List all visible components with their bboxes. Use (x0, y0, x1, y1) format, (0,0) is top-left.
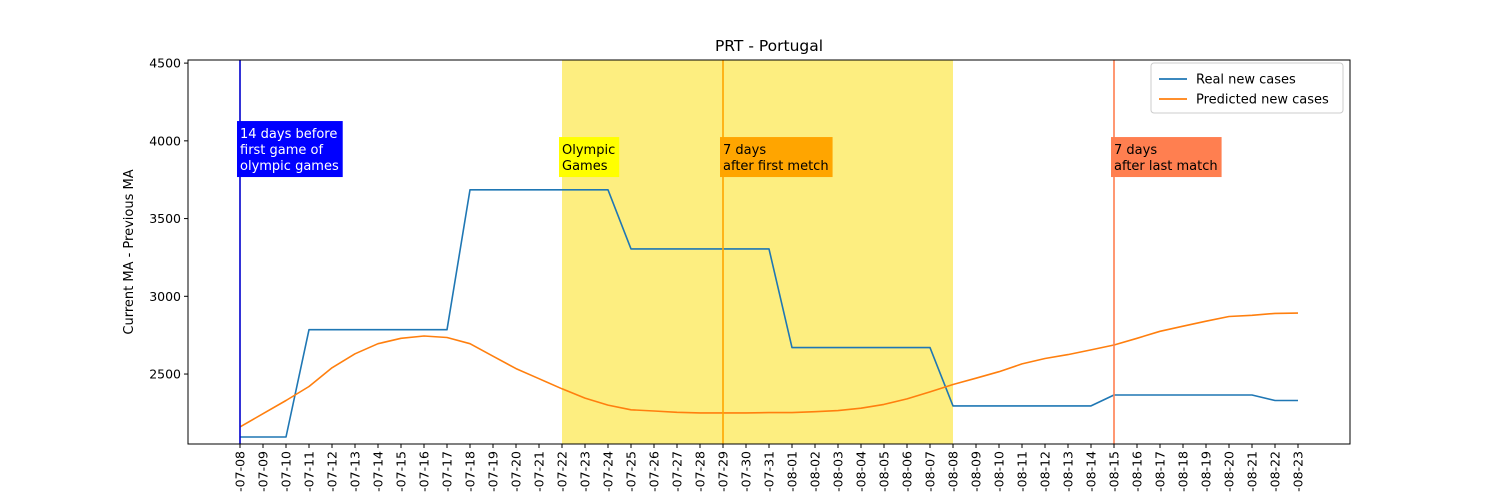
x-tick-label: -07-27 (670, 451, 685, 492)
annotation-text: 14 days before (240, 127, 337, 142)
x-tick-label: -08-20 (1222, 451, 1237, 492)
legend-frame (1150, 62, 1344, 114)
legend: Real new cases Predicted new cases (1150, 62, 1344, 114)
x-tick-label: -07-30 (739, 451, 754, 492)
x-tick-label: -08-07 (923, 451, 938, 492)
x-tick-label: -07-15 (394, 451, 409, 492)
x-tick-label: -08-23 (1291, 451, 1306, 492)
x-tick-label: -07-21 (532, 451, 547, 492)
x-tick-label: -07-17 (440, 451, 455, 492)
annotation-background (1111, 137, 1222, 178)
y-tick-label: 3500 (149, 211, 181, 226)
x-tick-label: -08-12 (1038, 451, 1053, 492)
x-tick-label: -08-11 (1015, 451, 1030, 492)
x-tick-label: -08-04 (854, 451, 869, 492)
annotation-text: first game of (240, 143, 324, 158)
x-tick-label: -07-29 (716, 451, 731, 492)
legend-label: Predicted new cases (1196, 93, 1329, 108)
y-axis-label: Current MA - Previous MA (122, 169, 137, 334)
x-tick-label: -08-19 (1199, 451, 1214, 492)
x-tick-label: -08-14 (1084, 451, 1099, 492)
x-tick-label: -08-09 (969, 451, 984, 492)
annotation-text: 7 days (1114, 143, 1157, 158)
x-tick-label: -07-16 (417, 451, 432, 492)
series-line-real (240, 189, 1298, 438)
x-tick-label: -07-25 (624, 451, 639, 492)
x-tick-label: -07-10 (279, 451, 294, 492)
annotation-text: 7 days (723, 143, 766, 158)
x-tick-label: -07-26 (647, 451, 662, 492)
x-tick-label: -08-03 (831, 451, 846, 492)
legend-label: Real new cases (1196, 73, 1296, 88)
x-tick-label: -07-08 (233, 451, 248, 492)
x-tick-label: -07-09 (256, 451, 271, 492)
y-tick-label: 2500 (149, 367, 181, 382)
x-tick-label: -07-19 (486, 451, 501, 492)
x-axis: -07-08 -07-09 -07-10 -07-11 -07-12 -07-13 -07-… (233, 444, 1306, 492)
x-tick-label: -07-31 (762, 451, 777, 492)
y-axis: 2500 3000 3500 4000 4500 (149, 56, 188, 382)
annotation-background (559, 137, 620, 178)
x-tick-label: -08-17 (1153, 451, 1168, 492)
chart-title: PRT - Portugal (715, 37, 823, 55)
annotation-background (237, 121, 343, 178)
x-tick-label: -08-08 (946, 451, 961, 492)
x-tick-label: -08-15 (1107, 451, 1122, 492)
x-tick-label: -07-13 (348, 451, 363, 492)
y-tick-label: 3000 (149, 289, 181, 304)
x-tick-label: -07-18 (463, 451, 478, 492)
annotation-text: Olympic (562, 143, 615, 158)
x-tick-label: -07-28 (693, 451, 708, 492)
x-tick-label: -07-12 (325, 451, 340, 492)
x-tick-label: -08-13 (1061, 451, 1076, 492)
x-tick-label: -07-23 (578, 451, 593, 492)
x-tick-label: -08-05 (877, 451, 892, 492)
x-tick-label: -07-24 (601, 451, 616, 492)
x-tick-label: -08-01 (785, 451, 800, 492)
annotation-text: after last match (1114, 159, 1218, 174)
x-tick-label: -08-02 (808, 451, 823, 492)
series-lines (239, 189, 1299, 438)
annotation-text: olympic games (240, 159, 339, 174)
x-tick-label: -08-21 (1245, 451, 1260, 492)
y-tick-label: 4500 (149, 56, 181, 71)
x-tick-label: -07-22 (555, 451, 570, 492)
x-tick-label: -08-22 (1268, 451, 1283, 492)
y-tick-label: 4000 (149, 133, 181, 148)
x-tick-label: -07-14 (371, 451, 386, 492)
series-line-predicted (239, 312, 1299, 428)
x-tick-label: -08-06 (900, 451, 915, 492)
annotation-background (720, 137, 833, 178)
annotation-text: after first metch (723, 159, 829, 174)
x-tick-label: -08-16 (1130, 451, 1145, 492)
annotation-text: Games (562, 159, 608, 174)
shaded-regions (562, 60, 953, 444)
x-tick-label: -07-11 (302, 451, 317, 492)
olympic-period-shade (562, 60, 953, 444)
x-tick-label: -08-10 (992, 451, 1007, 492)
x-tick-label: -08-18 (1176, 451, 1191, 492)
x-tick-label: -07-20 (509, 451, 524, 492)
